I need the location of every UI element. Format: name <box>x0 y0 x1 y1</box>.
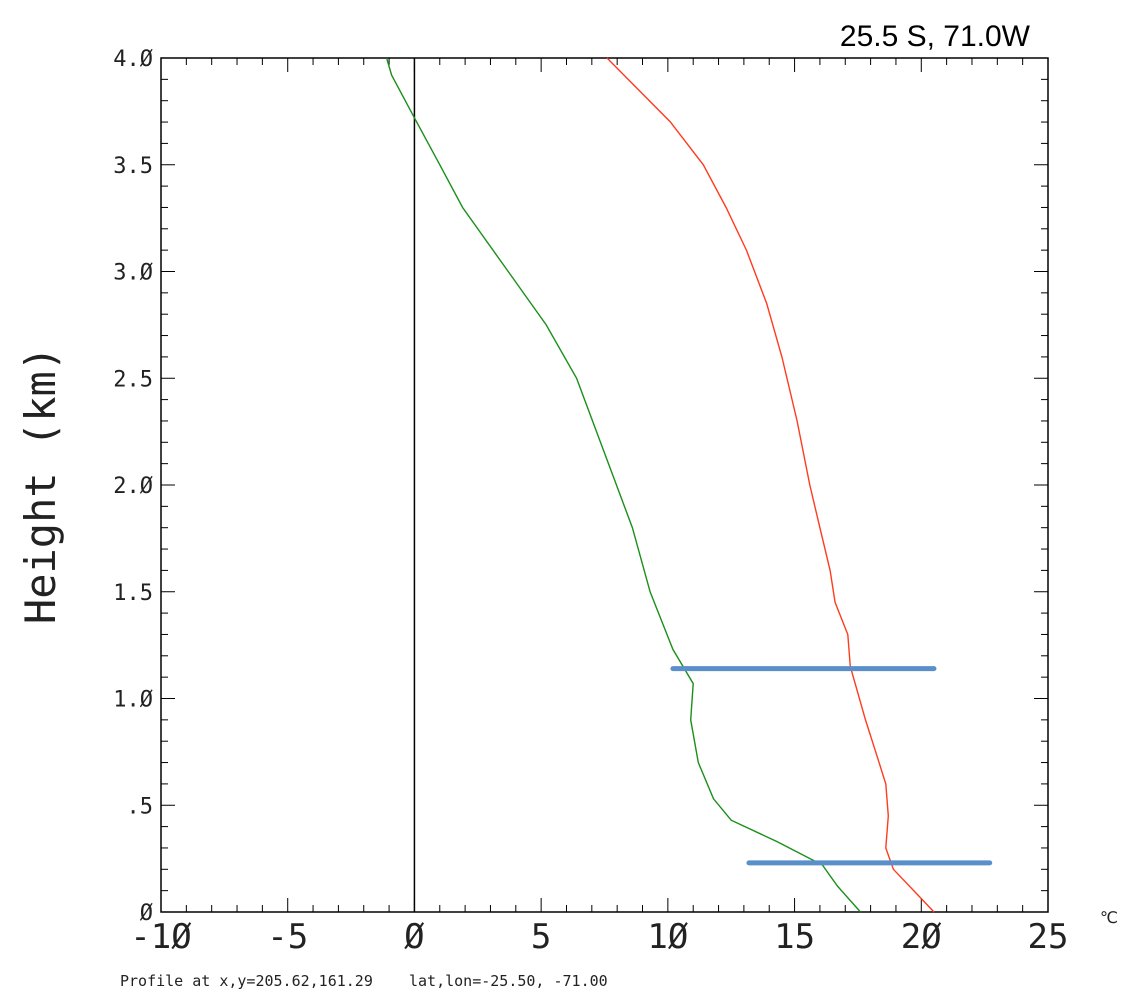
series-group <box>385 57 993 913</box>
chart-title: 25.5 S, 71.0W <box>840 20 1031 53</box>
x-tick-label: -5 <box>267 917 308 957</box>
y-tick-label: 3.5 <box>113 154 153 179</box>
x-tick-label: 5 <box>531 917 551 957</box>
profile-footer: Profile at x,y=205.62,161.29 lat,lon=-25… <box>120 972 608 990</box>
x-tick-label: Ø <box>404 917 424 957</box>
y-tick-label: Ø <box>140 901 153 926</box>
y-tick-label: 3.Ø <box>113 261 153 286</box>
y-axis-label: Height (km) <box>16 346 65 624</box>
y-tick-label: 2.5 <box>113 367 153 392</box>
y-tick-label: 2.Ø <box>113 474 153 499</box>
x-tick-label: 2Ø <box>901 917 942 957</box>
x-tick-label: -1Ø <box>130 917 191 957</box>
y-tick-label: 1.Ø <box>113 688 153 713</box>
plot-frame <box>160 57 1049 913</box>
x-tick-label: 15 <box>774 917 815 957</box>
x-tick-label: 1Ø <box>647 917 688 957</box>
series-line-2 <box>385 57 862 913</box>
series-line-1 <box>606 57 935 913</box>
y-tick-label: .5 <box>127 794 154 819</box>
axes-group: -1Ø -5 Ø 5 1Ø 15 2Ø 25 Ø .5 1.Ø 1.5 2.Ø 2.5 3.Ø 3.5 4.Ø <box>113 47 1068 957</box>
x-axis-unit: ℃ <box>1100 908 1118 927</box>
y-tick-label: 4.Ø <box>113 47 153 72</box>
x-tick-label: 25 <box>1028 917 1069 957</box>
y-tick-label: 1.5 <box>113 581 153 606</box>
